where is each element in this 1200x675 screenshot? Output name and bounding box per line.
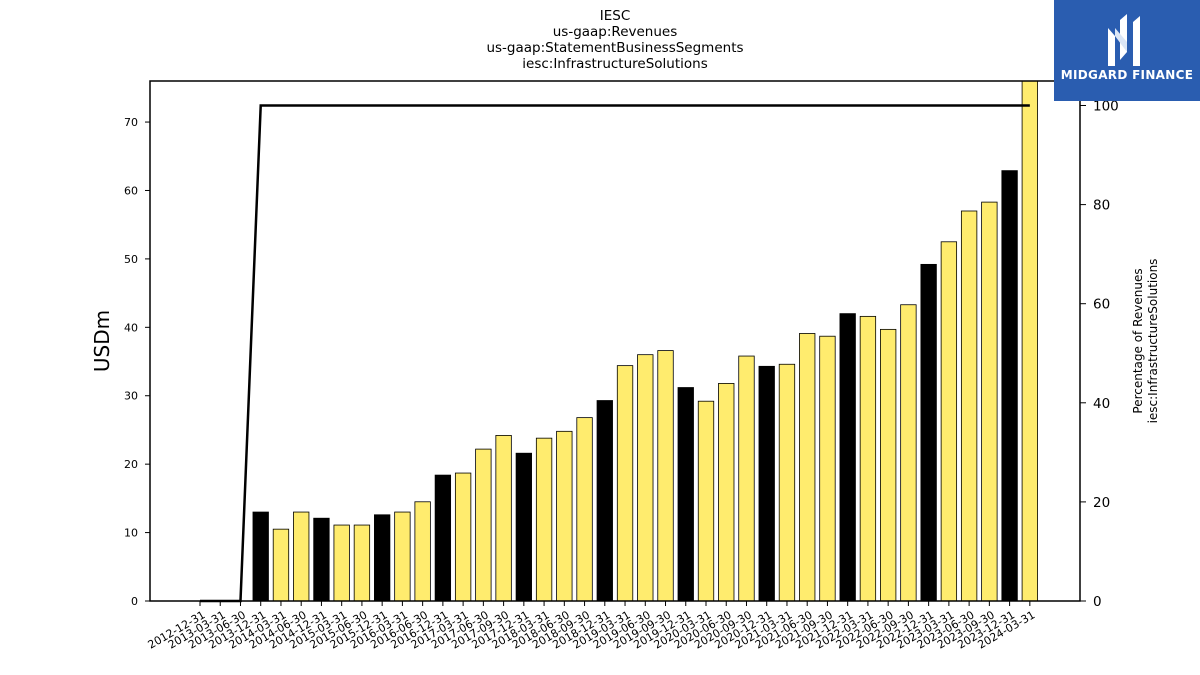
bar	[576, 417, 593, 602]
midgard-logo-icon	[1108, 14, 1140, 66]
bar	[313, 517, 330, 602]
y2-axis-label-line: Percentage of Revenues	[1131, 268, 1145, 413]
bar	[353, 524, 371, 602]
title-line: us-gaap:Revenues	[553, 24, 678, 40]
bar	[556, 430, 573, 602]
y2-tick-label: 40	[1093, 396, 1110, 412]
y2-axis-label-line: iesc:InfrastructureSolutions	[1146, 259, 1160, 424]
chart-title: IESCus-gaap:Revenuesus-gaap:StatementBus…	[486, 8, 743, 72]
left-y-axis: 0 10 20 30 40 50 60 70	[124, 116, 150, 608]
bar	[616, 365, 634, 602]
y-tick-label: 70	[124, 116, 138, 129]
bar	[819, 335, 836, 602]
bar	[758, 365, 775, 602]
bar	[880, 328, 897, 602]
bar	[333, 524, 350, 602]
y-axis-label: USDm	[90, 310, 114, 372]
y-tick-label: 60	[124, 184, 138, 197]
bar	[778, 363, 796, 602]
bar-series	[252, 80, 1038, 602]
bar	[960, 210, 978, 602]
bar	[374, 514, 391, 602]
bar	[657, 350, 674, 602]
bar	[414, 501, 431, 602]
bar	[596, 400, 613, 602]
bar	[738, 355, 755, 602]
x-axis: 2012-12-312013-03-312013-06-302013-12-31…	[146, 601, 1037, 652]
bar	[900, 304, 917, 602]
bar	[272, 528, 290, 602]
y-tick-label: 20	[124, 458, 138, 471]
y-tick-label: 0	[131, 595, 138, 608]
y2-tick-label: 60	[1093, 297, 1110, 313]
y2-tick-label: 100	[1093, 99, 1119, 115]
bar	[981, 201, 998, 602]
bar	[1001, 170, 1018, 602]
bar	[515, 452, 532, 602]
y-tick-label: 30	[124, 390, 138, 403]
percentage-line-series	[200, 104, 1030, 603]
y-tick-label: 40	[124, 321, 138, 334]
y2-tick-label: 0	[1093, 594, 1102, 610]
bar	[394, 511, 411, 602]
y-tick-label: 10	[124, 527, 138, 540]
y2-tick-label: 20	[1093, 495, 1110, 511]
bar	[697, 400, 715, 602]
bar	[677, 387, 694, 602]
midgard-finance-logo: MIDGARD FINANCE	[1054, 0, 1200, 101]
bar	[495, 435, 512, 602]
y2-axis-label: Percentage of Revenuesiesc:Infrastructur…	[1131, 259, 1160, 424]
y-tick-label: 50	[124, 253, 138, 266]
bar	[859, 315, 877, 602]
y2-tick-label: 80	[1093, 198, 1110, 214]
bar	[454, 472, 472, 602]
bar	[940, 241, 958, 602]
bar	[475, 448, 492, 602]
title-line: iesc:InfrastructureSolutions	[522, 56, 707, 72]
bar	[252, 511, 269, 602]
bar	[799, 333, 816, 602]
title-line: IESC	[600, 8, 631, 24]
title-line: us-gaap:StatementBusinessSegments	[486, 40, 743, 56]
bar	[1021, 80, 1038, 602]
bar	[718, 383, 735, 602]
bar	[434, 474, 452, 602]
right-y-axis: 0 20 40 60 80 100	[1080, 99, 1119, 610]
bar	[637, 354, 654, 602]
bar	[293, 511, 310, 602]
bar	[839, 313, 856, 602]
bar	[920, 263, 937, 602]
plot-frame	[149, 80, 1081, 602]
percentage-line	[200, 104, 1030, 603]
bar	[535, 437, 553, 602]
logo-text: MIDGARD FINANCE	[1060, 68, 1194, 82]
